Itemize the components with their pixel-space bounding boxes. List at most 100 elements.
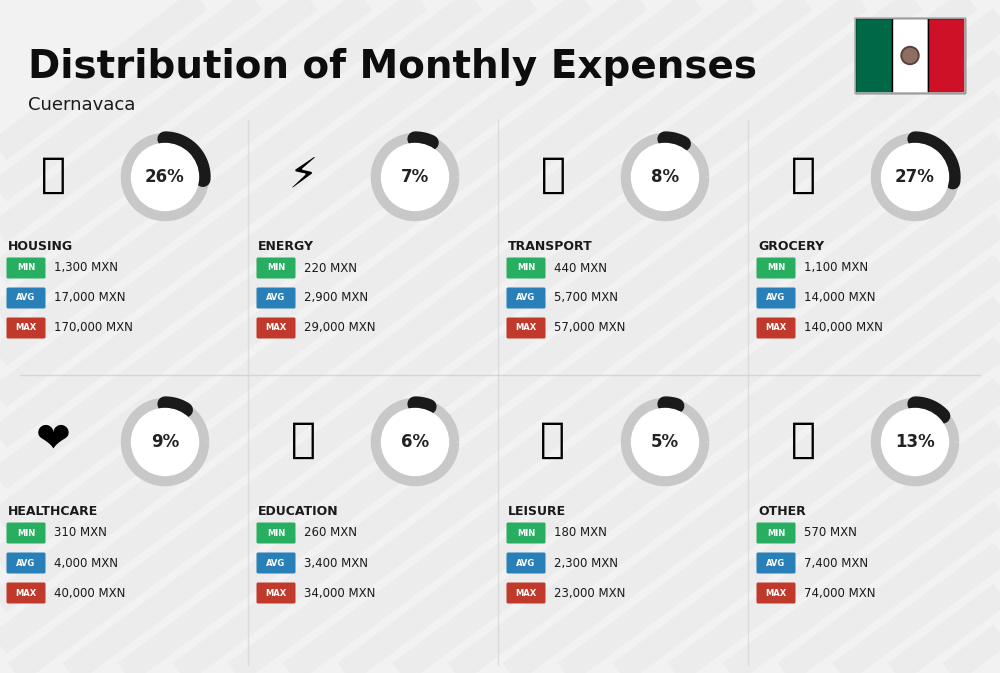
Text: AVG: AVG [766, 293, 786, 302]
FancyBboxPatch shape [256, 553, 296, 573]
Text: MAX: MAX [265, 324, 287, 332]
Text: TRANSPORT: TRANSPORT [508, 240, 593, 253]
FancyBboxPatch shape [757, 318, 796, 339]
Text: AVG: AVG [266, 293, 286, 302]
Text: 26%: 26% [145, 168, 185, 186]
Circle shape [632, 143, 698, 211]
FancyBboxPatch shape [757, 522, 796, 544]
FancyBboxPatch shape [256, 583, 296, 604]
Text: MIN: MIN [517, 528, 535, 538]
Text: MIN: MIN [767, 264, 785, 273]
FancyBboxPatch shape [7, 258, 46, 279]
FancyBboxPatch shape [507, 553, 546, 573]
Text: 180 MXN: 180 MXN [554, 526, 607, 540]
Text: 14,000 MXN: 14,000 MXN [804, 291, 876, 304]
FancyBboxPatch shape [507, 522, 546, 544]
FancyBboxPatch shape [757, 287, 796, 308]
Text: Distribution of Monthly Expenses: Distribution of Monthly Expenses [28, 48, 757, 86]
Text: 4,000 MXN: 4,000 MXN [54, 557, 118, 569]
Text: 260 MXN: 260 MXN [304, 526, 357, 540]
Text: HEALTHCARE: HEALTHCARE [8, 505, 98, 518]
FancyBboxPatch shape [757, 258, 796, 279]
Text: 17,000 MXN: 17,000 MXN [54, 291, 126, 304]
Text: HOUSING: HOUSING [8, 240, 73, 253]
Text: 💰: 💰 [790, 419, 816, 461]
FancyBboxPatch shape [507, 318, 546, 339]
Text: AVG: AVG [516, 559, 536, 567]
FancyBboxPatch shape [507, 583, 546, 604]
Text: AVG: AVG [516, 293, 536, 302]
Text: MIN: MIN [17, 264, 35, 273]
Text: 170,000 MXN: 170,000 MXN [54, 322, 133, 334]
Text: 🏗: 🏗 [40, 154, 66, 196]
Text: MIN: MIN [767, 528, 785, 538]
FancyBboxPatch shape [7, 553, 46, 573]
FancyBboxPatch shape [892, 18, 928, 93]
Text: 8%: 8% [651, 168, 679, 186]
Text: 1,300 MXN: 1,300 MXN [54, 262, 118, 275]
Text: 23,000 MXN: 23,000 MXN [554, 586, 625, 600]
Text: 🎓: 🎓 [290, 419, 316, 461]
FancyBboxPatch shape [507, 258, 546, 279]
Text: AVG: AVG [16, 559, 36, 567]
Text: 7%: 7% [401, 168, 429, 186]
Text: 440 MXN: 440 MXN [554, 262, 607, 275]
Text: 7,400 MXN: 7,400 MXN [804, 557, 868, 569]
Text: Cuernavaca: Cuernavaca [28, 96, 135, 114]
Text: 2,300 MXN: 2,300 MXN [554, 557, 618, 569]
Text: MAX: MAX [515, 588, 537, 598]
Text: MIN: MIN [267, 528, 285, 538]
Text: 27%: 27% [895, 168, 935, 186]
Text: MAX: MAX [15, 588, 37, 598]
Circle shape [132, 409, 198, 476]
Circle shape [883, 145, 948, 209]
Text: 2,900 MXN: 2,900 MXN [304, 291, 368, 304]
Text: 5%: 5% [651, 433, 679, 451]
Text: AVG: AVG [766, 559, 786, 567]
Text: 1,100 MXN: 1,100 MXN [804, 262, 868, 275]
Text: 🛍️: 🛍️ [540, 419, 566, 461]
FancyBboxPatch shape [256, 318, 296, 339]
Text: LEISURE: LEISURE [508, 505, 566, 518]
Text: GROCERY: GROCERY [758, 240, 824, 253]
Text: 220 MXN: 220 MXN [304, 262, 357, 275]
Text: 34,000 MXN: 34,000 MXN [304, 586, 375, 600]
Circle shape [882, 409, 948, 476]
Text: 6%: 6% [401, 433, 429, 451]
FancyBboxPatch shape [7, 583, 46, 604]
Text: 40,000 MXN: 40,000 MXN [54, 586, 125, 600]
Text: 57,000 MXN: 57,000 MXN [554, 322, 625, 334]
Text: 310 MXN: 310 MXN [54, 526, 107, 540]
Text: MAX: MAX [515, 324, 537, 332]
Circle shape [132, 409, 198, 474]
FancyBboxPatch shape [757, 583, 796, 604]
Text: 570 MXN: 570 MXN [804, 526, 857, 540]
FancyBboxPatch shape [928, 18, 965, 93]
Text: MAX: MAX [765, 324, 787, 332]
Circle shape [132, 145, 198, 209]
Circle shape [632, 409, 698, 476]
Text: 13%: 13% [895, 433, 935, 451]
Text: 🚌: 🚌 [540, 154, 566, 196]
Text: 74,000 MXN: 74,000 MXN [804, 586, 876, 600]
Text: 5,700 MXN: 5,700 MXN [554, 291, 618, 304]
Text: EDUCATION: EDUCATION [258, 505, 339, 518]
Circle shape [901, 46, 919, 65]
Text: ❤️: ❤️ [36, 419, 70, 461]
Text: 140,000 MXN: 140,000 MXN [804, 322, 883, 334]
FancyBboxPatch shape [507, 287, 546, 308]
FancyBboxPatch shape [256, 287, 296, 308]
Circle shape [883, 409, 948, 474]
Text: MIN: MIN [517, 264, 535, 273]
Text: MAX: MAX [765, 588, 787, 598]
FancyBboxPatch shape [855, 18, 892, 93]
Text: AVG: AVG [16, 293, 36, 302]
FancyBboxPatch shape [256, 258, 296, 279]
FancyBboxPatch shape [7, 522, 46, 544]
Text: 3,400 MXN: 3,400 MXN [304, 557, 368, 569]
Circle shape [633, 145, 698, 209]
Text: 29,000 MXN: 29,000 MXN [304, 322, 376, 334]
Circle shape [382, 409, 448, 474]
Text: ENERGY: ENERGY [258, 240, 314, 253]
Circle shape [882, 143, 948, 211]
